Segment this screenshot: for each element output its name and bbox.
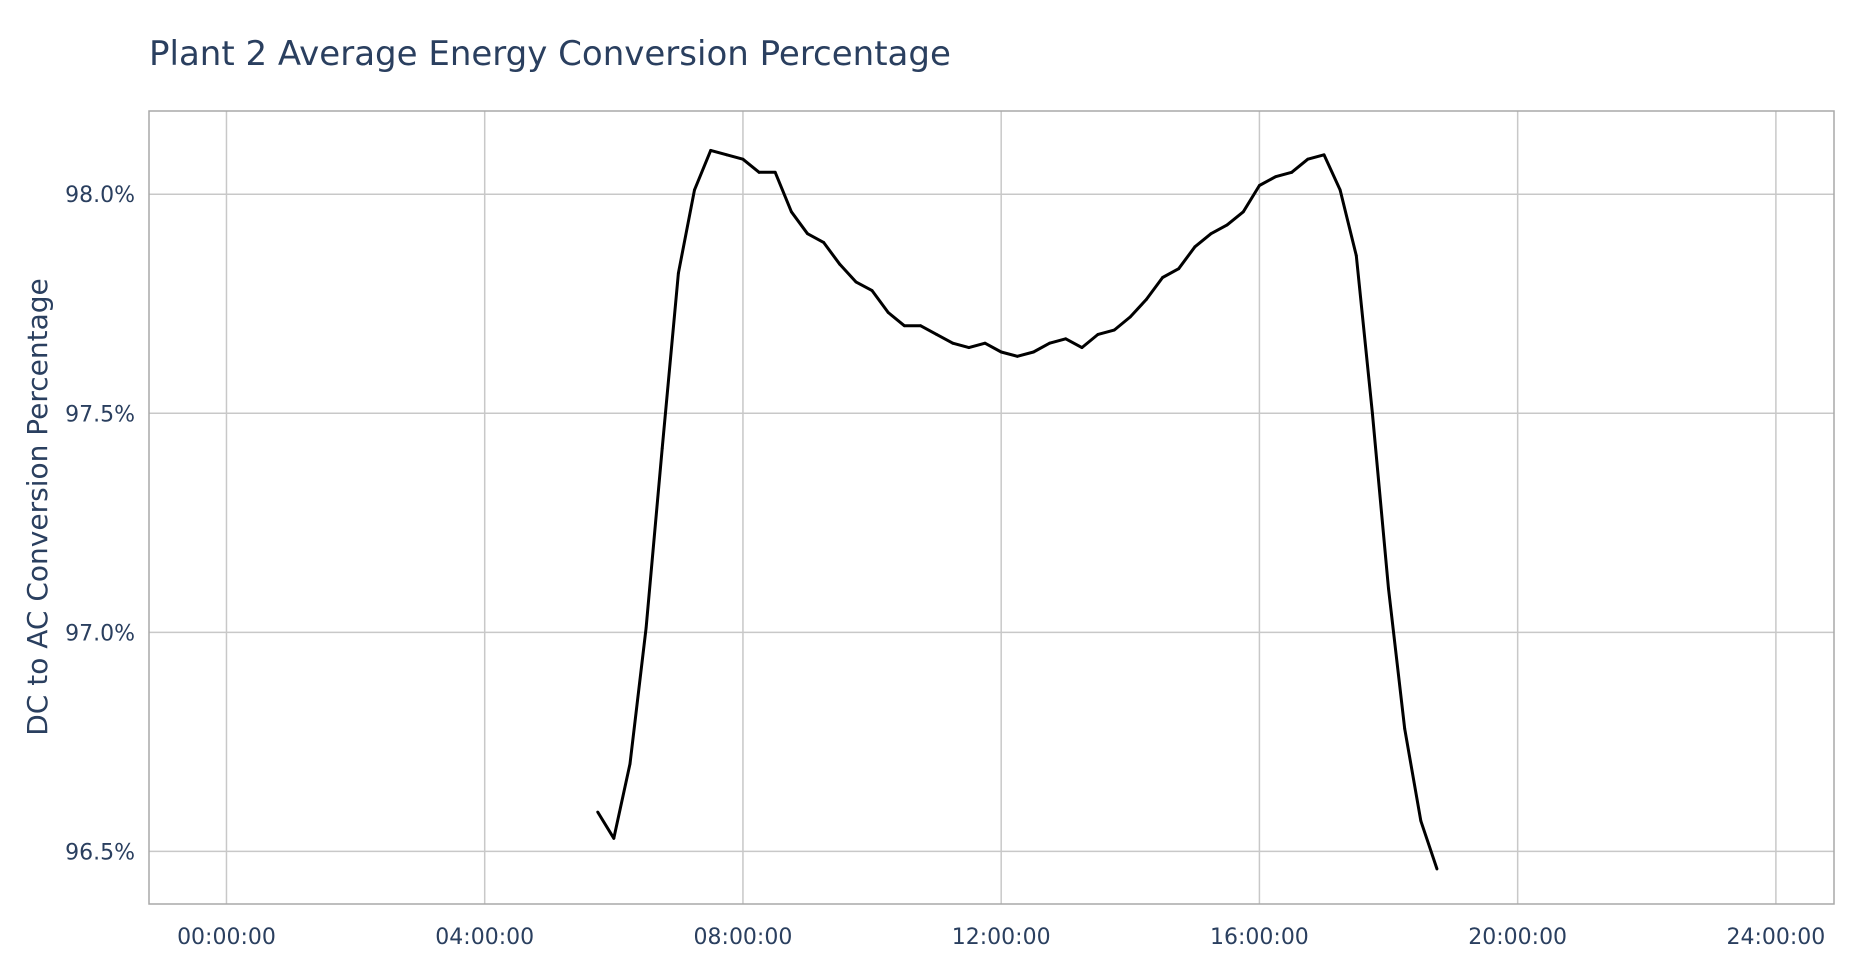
data-point bbox=[709, 149, 713, 152]
data-point bbox=[822, 241, 826, 244]
data-point bbox=[612, 836, 616, 840]
data-point bbox=[1371, 411, 1374, 415]
data-point bbox=[806, 232, 809, 236]
data-point bbox=[1161, 276, 1164, 279]
data-point bbox=[1032, 350, 1035, 354]
data-point bbox=[1258, 184, 1261, 187]
data-point bbox=[1290, 170, 1294, 174]
data-point bbox=[660, 446, 664, 450]
data-point bbox=[773, 170, 777, 174]
data-point bbox=[1209, 232, 1213, 236]
data-point bbox=[1015, 354, 1019, 358]
data-point bbox=[757, 170, 761, 174]
data-point bbox=[1354, 254, 1358, 257]
data-point bbox=[1241, 210, 1245, 214]
data-point bbox=[1096, 333, 1100, 336]
x-tick-label: 04:00:00 bbox=[435, 925, 534, 950]
data-point bbox=[902, 324, 906, 328]
data-point bbox=[789, 210, 793, 214]
x-tick-label: 12:00:00 bbox=[952, 925, 1051, 950]
x-tick-label: 08:00:00 bbox=[694, 925, 793, 950]
data-point bbox=[1128, 315, 1132, 319]
data-point bbox=[1145, 297, 1148, 301]
data-point bbox=[1064, 337, 1068, 341]
data-point bbox=[1338, 188, 1342, 192]
tick-labels: 00:00:00 04:00:00 08:00:00 12:00:00 16:00:00… bbox=[65, 183, 1825, 950]
data-point bbox=[1435, 867, 1439, 871]
y-tick-label: 97.5% bbox=[65, 402, 135, 427]
data-point bbox=[919, 324, 922, 328]
data-point bbox=[838, 262, 842, 266]
data-point bbox=[1193, 245, 1197, 249]
plot-frame bbox=[148, 110, 1835, 905]
chart-title: Plant 2 Average Energy Conversion Percen… bbox=[149, 34, 951, 74]
data-point bbox=[1080, 346, 1084, 349]
data-point bbox=[983, 341, 987, 345]
data-point bbox=[1306, 157, 1310, 161]
x-tick-label: 20:00:00 bbox=[1468, 925, 1567, 950]
grid bbox=[149, 111, 1834, 904]
data-point bbox=[886, 311, 890, 314]
data-point bbox=[1419, 819, 1423, 823]
data-point bbox=[999, 350, 1003, 354]
y-axis-title: DC to AC Conversion Percentage bbox=[21, 278, 54, 736]
y-tick-label: 98.0% bbox=[65, 183, 135, 208]
data-point bbox=[1225, 223, 1229, 227]
data-point bbox=[854, 280, 858, 284]
x-tick-label: 16:00:00 bbox=[1210, 925, 1309, 950]
x-tick-label: 24:00:00 bbox=[1726, 925, 1825, 950]
data-point bbox=[725, 153, 729, 157]
data-point bbox=[870, 289, 874, 293]
data-point bbox=[1177, 267, 1181, 271]
y-tick-label: 97.0% bbox=[65, 621, 135, 646]
data-point bbox=[1387, 587, 1390, 590]
data-point bbox=[644, 626, 648, 630]
data-point bbox=[596, 810, 600, 814]
series bbox=[596, 148, 1439, 871]
data-point bbox=[741, 157, 745, 161]
data-point bbox=[951, 341, 955, 345]
data-point bbox=[967, 346, 971, 349]
data-point bbox=[693, 188, 696, 192]
data-point bbox=[1322, 153, 1326, 157]
x-tick-label: 00:00:00 bbox=[177, 925, 276, 950]
y-tick-label: 96.5% bbox=[65, 840, 135, 865]
data-point bbox=[676, 271, 680, 275]
data-point bbox=[935, 333, 939, 336]
data-point bbox=[1403, 727, 1407, 731]
data-point bbox=[1112, 328, 1116, 332]
data-point bbox=[1274, 175, 1277, 179]
data-point bbox=[1048, 341, 1052, 345]
data-point bbox=[628, 762, 632, 766]
